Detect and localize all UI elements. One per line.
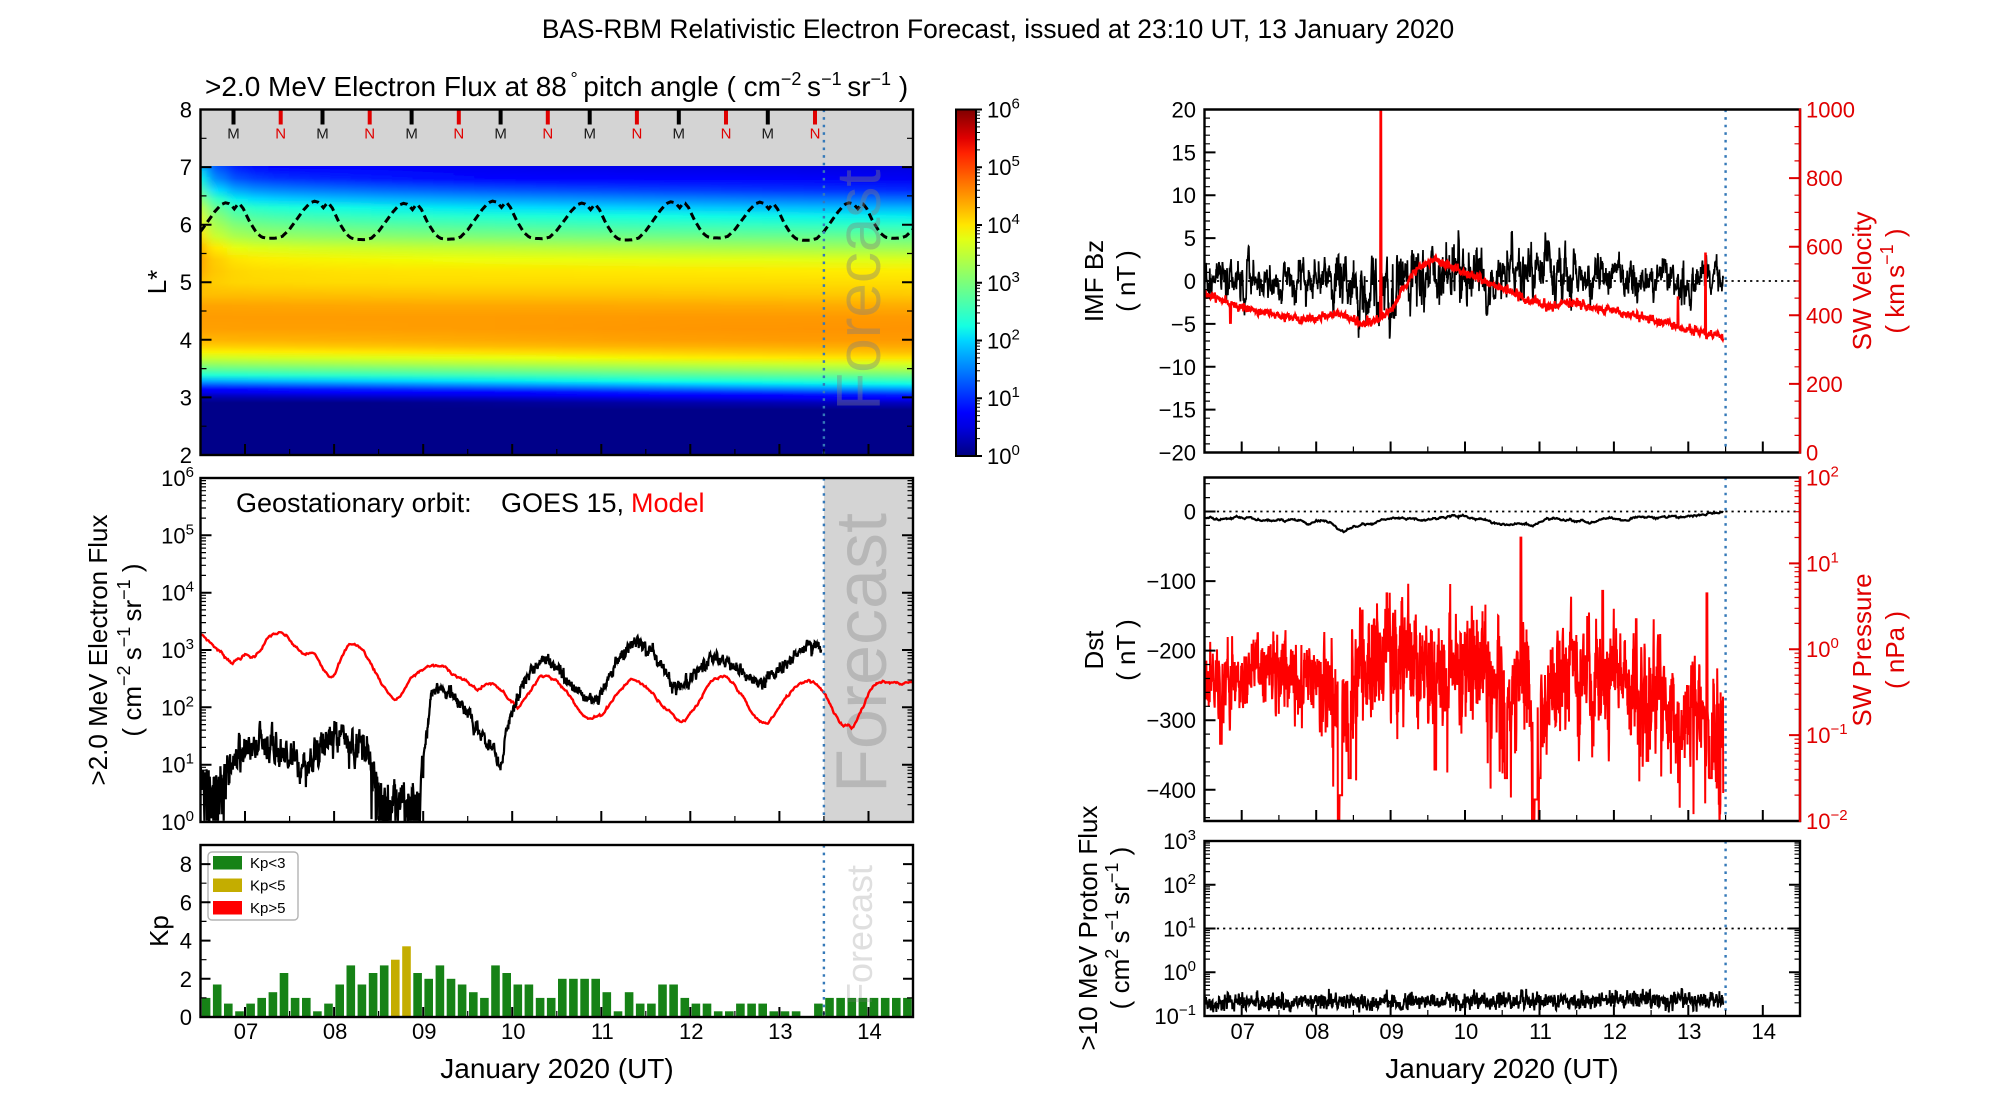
svg-text:Geostationary orbit:: Geostationary orbit: <box>236 488 472 518</box>
svg-text:Forecast: Forecast <box>839 865 880 1005</box>
svg-text:5: 5 <box>1184 226 1196 251</box>
svg-text:6: 6 <box>180 890 192 915</box>
svg-text:−300: −300 <box>1146 708 1196 733</box>
svg-text:IMF Bz: IMF Bz <box>1079 240 1109 322</box>
svg-text:0: 0 <box>1806 441 1818 466</box>
svg-text:−400: −400 <box>1146 778 1196 803</box>
svg-text:N: N <box>364 126 375 143</box>
svg-text:M: M <box>762 126 775 143</box>
svg-text:10: 10 <box>501 1019 525 1044</box>
svg-text:400: 400 <box>1806 303 1843 328</box>
svg-text:Kp<3: Kp<3 <box>250 855 285 872</box>
svg-text:07: 07 <box>234 1019 258 1044</box>
svg-text:>2.0 MeV Electron Flux at 88 °: >2.0 MeV Electron Flux at 88 ° pitch ang… <box>205 69 908 102</box>
svg-text:Kp>5: Kp>5 <box>250 900 285 917</box>
svg-text:4: 4 <box>180 328 192 353</box>
svg-text:January 2020 (UT): January 2020 (UT) <box>440 1053 673 1084</box>
svg-text:>10 MeV Proton Flux: >10 MeV Proton Flux <box>1073 806 1103 1051</box>
svg-text:11: 11 <box>1529 1019 1552 1044</box>
svg-text:−100: −100 <box>1146 569 1196 594</box>
svg-text:200: 200 <box>1806 372 1843 397</box>
svg-text:07: 07 <box>1230 1019 1254 1044</box>
svg-text:7: 7 <box>180 155 192 180</box>
svg-text:10: 10 <box>1454 1019 1478 1044</box>
svg-text:12: 12 <box>679 1019 703 1044</box>
svg-text:09: 09 <box>1379 1019 1403 1044</box>
svg-text:3: 3 <box>180 385 192 410</box>
svg-text:08: 08 <box>323 1019 347 1044</box>
svg-text:SW Pressure: SW Pressure <box>1847 573 1877 726</box>
svg-text:20: 20 <box>1172 98 1196 123</box>
svg-text:N: N <box>542 126 553 143</box>
svg-text:2: 2 <box>180 443 192 468</box>
svg-text:15: 15 <box>1172 140 1196 165</box>
svg-text:800: 800 <box>1806 166 1843 191</box>
svg-text:5: 5 <box>180 270 192 295</box>
svg-text:0: 0 <box>1184 269 1196 294</box>
svg-text:Forecast: Forecast <box>825 169 894 410</box>
svg-text:−5: −5 <box>1171 312 1196 337</box>
svg-text:( nT ): ( nT ) <box>1111 250 1141 312</box>
svg-text:11: 11 <box>591 1019 614 1044</box>
svg-text:13: 13 <box>768 1019 792 1044</box>
svg-text:( nPa ): ( nPa ) <box>1880 611 1910 689</box>
svg-text:N: N <box>275 126 286 143</box>
svg-text:−20: −20 <box>1159 441 1196 466</box>
svg-text:N: N <box>631 126 642 143</box>
svg-text:( km s−1 ): ( km s−1 ) <box>1877 228 1910 333</box>
svg-text:GOES 15,: GOES 15, <box>501 488 624 518</box>
svg-text:12: 12 <box>1603 1019 1627 1044</box>
svg-text:09: 09 <box>412 1019 436 1044</box>
svg-text:14: 14 <box>857 1019 881 1044</box>
svg-text:1000: 1000 <box>1806 98 1855 123</box>
svg-text:13: 13 <box>1677 1019 1701 1044</box>
svg-text:Kp: Kp <box>144 915 174 947</box>
svg-text:Forecast: Forecast <box>822 513 902 793</box>
svg-text:BAS-RBM Relativistic Electron: BAS-RBM Relativistic Electron Forecast, … <box>542 14 1454 44</box>
svg-text:M: M <box>405 126 418 143</box>
svg-text:4: 4 <box>180 929 192 954</box>
svg-text:N: N <box>453 126 464 143</box>
svg-text:8: 8 <box>180 98 192 123</box>
svg-text:101: 101 <box>987 384 1020 411</box>
svg-text:10: 10 <box>1172 183 1196 208</box>
svg-text:>2.0 MeV Electron Flux: >2.0 MeV Electron Flux <box>83 515 113 786</box>
svg-text:0: 0 <box>180 1005 192 1030</box>
svg-text:0: 0 <box>1184 500 1196 525</box>
svg-text:M: M <box>227 126 240 143</box>
svg-text:8: 8 <box>180 852 192 877</box>
svg-text:( nT ): ( nT ) <box>1111 619 1141 681</box>
svg-text:M: M <box>673 126 686 143</box>
svg-text:14: 14 <box>1752 1019 1776 1044</box>
svg-text:6: 6 <box>180 213 192 238</box>
svg-text:−10: −10 <box>1159 355 1196 380</box>
svg-text:2: 2 <box>180 967 192 992</box>
svg-text:January 2020 (UT): January 2020 (UT) <box>1385 1053 1618 1084</box>
svg-text:N: N <box>721 126 732 143</box>
svg-text:M: M <box>316 126 329 143</box>
svg-text:L*: L* <box>142 270 172 295</box>
svg-text:−15: −15 <box>1159 398 1196 423</box>
svg-text:08: 08 <box>1305 1019 1329 1044</box>
svg-text:600: 600 <box>1806 235 1843 260</box>
svg-text:M: M <box>494 126 507 143</box>
svg-text:−200: −200 <box>1146 639 1196 664</box>
svg-text:M: M <box>583 126 596 143</box>
svg-text:Dst: Dst <box>1079 630 1109 670</box>
svg-text:Kp<5: Kp<5 <box>250 878 285 895</box>
svg-text:N: N <box>810 126 821 143</box>
svg-text:Model: Model <box>631 488 705 518</box>
svg-text:SW Velocity: SW Velocity <box>1847 212 1877 351</box>
